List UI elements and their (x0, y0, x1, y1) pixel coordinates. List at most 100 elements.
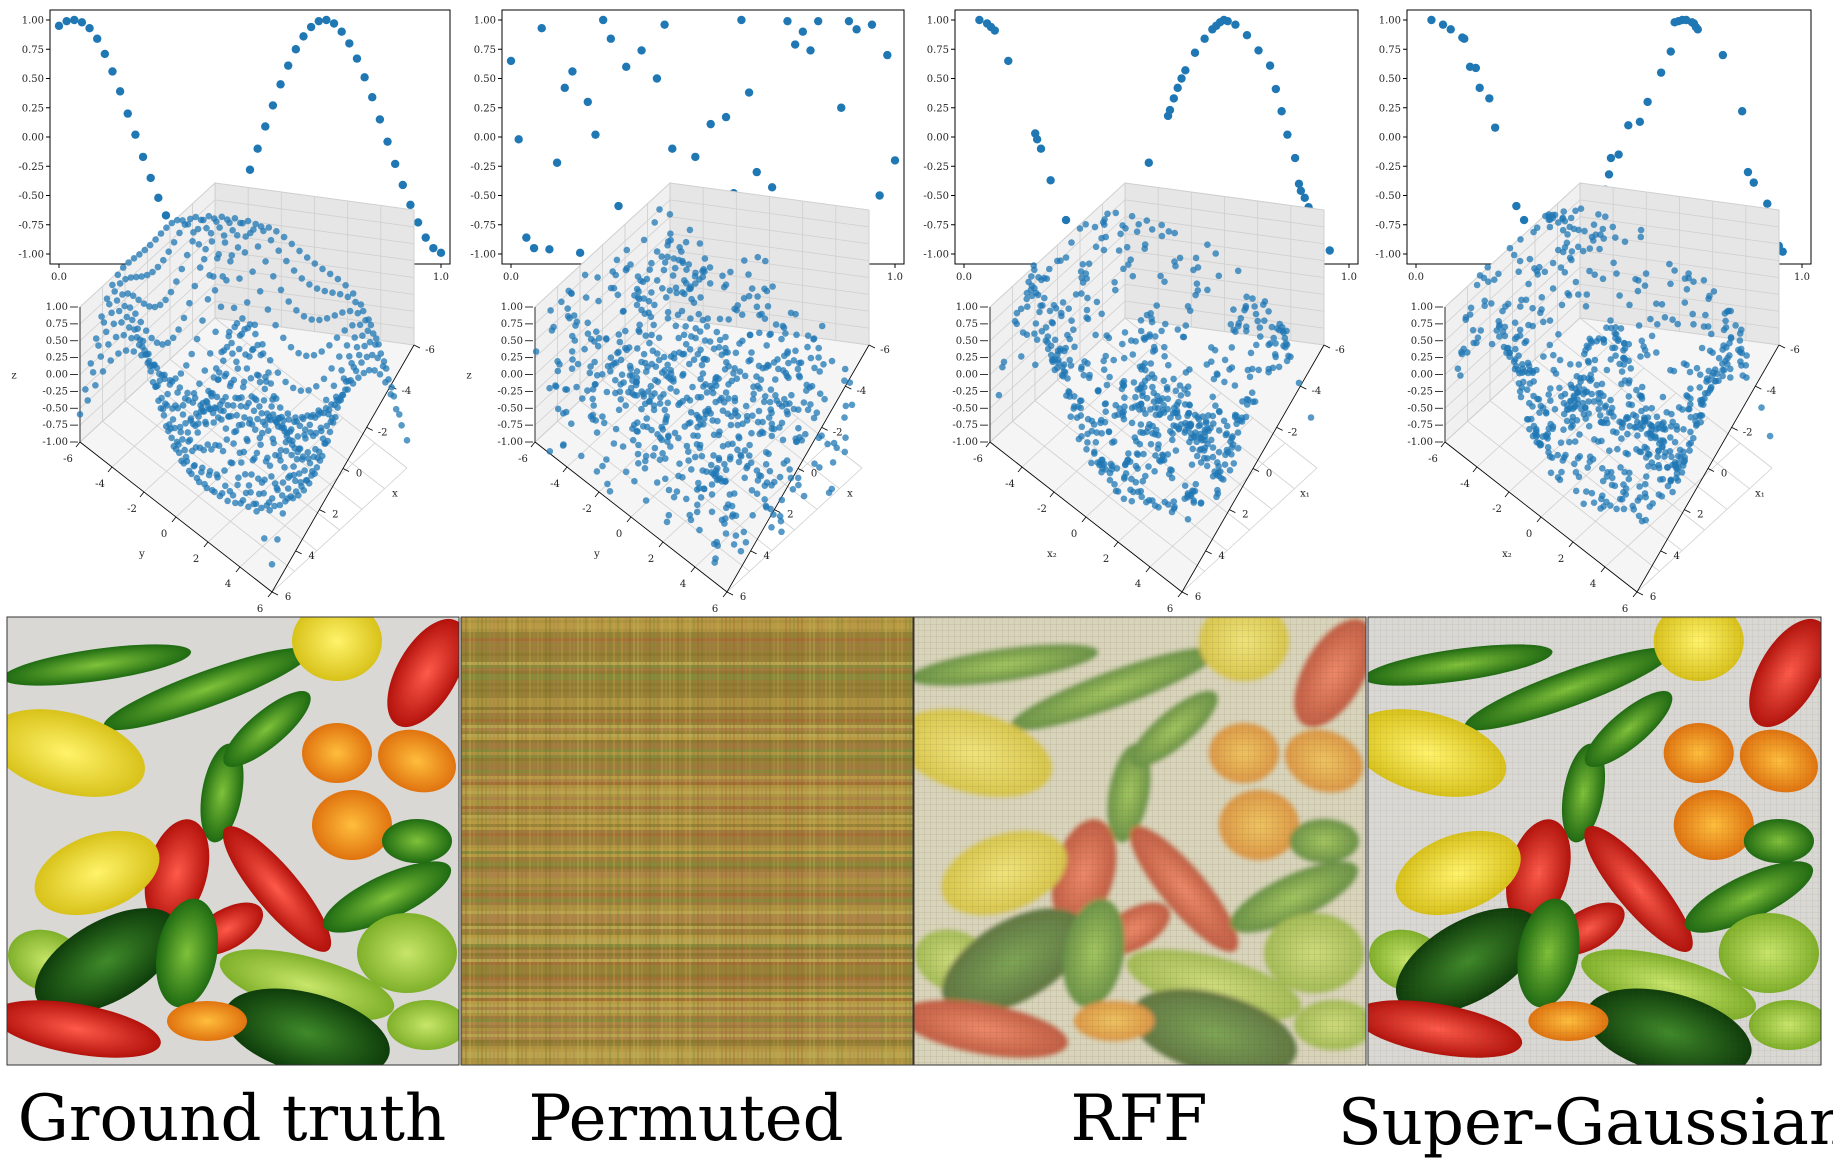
data-point (1673, 470, 1681, 478)
data-point (756, 311, 763, 319)
noise-column (805, 617, 807, 1065)
data-point (811, 364, 818, 372)
data-point (789, 486, 797, 493)
data-point (1255, 366, 1262, 374)
noise-row (461, 914, 913, 917)
data-point (675, 472, 682, 480)
data-point (612, 425, 620, 433)
data-point (700, 485, 708, 493)
data-point (326, 270, 334, 278)
data-point (1084, 415, 1092, 423)
noise-column (665, 617, 667, 1065)
data-point (1606, 447, 1613, 455)
data-point (754, 253, 762, 261)
data-point (703, 389, 711, 396)
data-point (681, 277, 688, 284)
data-point (228, 339, 235, 347)
noise-column (589, 617, 591, 1065)
data-point (1209, 412, 1217, 420)
data-point (593, 429, 601, 436)
data-point (194, 225, 202, 233)
data-point (98, 313, 105, 320)
y-tick (1049, 491, 1055, 498)
data-point (262, 373, 269, 381)
data-point (810, 414, 818, 422)
x-tick-label: -4 (1311, 386, 1321, 397)
data-point (143, 271, 151, 279)
noise-row (461, 782, 913, 785)
data-point (168, 219, 176, 227)
data-point (748, 429, 755, 437)
data-point (1160, 377, 1168, 385)
data-point (267, 236, 275, 244)
axis-frame (79, 307, 415, 593)
data-point (1059, 299, 1067, 306)
data-point (287, 343, 295, 351)
data-point (175, 326, 182, 333)
noise-row (461, 776, 913, 779)
noise-column (557, 617, 559, 1065)
data-point (1121, 329, 1129, 336)
data-point (1612, 352, 1619, 360)
data-point (662, 418, 669, 426)
data-point (180, 460, 188, 467)
data-point (1541, 268, 1549, 276)
x-tick-label: 1.0 (887, 272, 903, 283)
data-point (1070, 405, 1077, 412)
noise-column (633, 617, 635, 1065)
grid-line (669, 216, 870, 245)
data-point (529, 243, 539, 253)
data-point (1143, 311, 1151, 319)
data-point (366, 338, 374, 346)
data-point (241, 326, 248, 333)
data-point (237, 402, 245, 410)
noise-column (881, 617, 883, 1065)
data-point (360, 369, 368, 377)
data-point (1622, 449, 1630, 457)
z-tick-label: 0.75 (1411, 319, 1433, 330)
data-point (1656, 476, 1664, 483)
noise-row (461, 989, 913, 992)
data-point (719, 272, 726, 280)
pepper (200, 743, 244, 843)
data-point (1565, 406, 1572, 413)
data-point (1169, 94, 1179, 103)
data-point (696, 526, 703, 534)
data-point (318, 427, 325, 435)
data-point (716, 336, 724, 344)
data-point (138, 273, 145, 280)
data-point (1086, 371, 1093, 379)
data-point (1626, 301, 1633, 309)
y-tick-label: 0.75 (1379, 45, 1401, 56)
data-point (148, 334, 155, 342)
data-point (1221, 356, 1229, 364)
data-point (154, 263, 162, 271)
data-point (1719, 346, 1726, 353)
data-point (636, 321, 643, 329)
data-point (786, 466, 793, 473)
data-point (1603, 473, 1611, 480)
data-point (333, 334, 341, 342)
data-point (344, 293, 352, 301)
data-point (667, 230, 674, 237)
data-point (85, 23, 94, 33)
data-point (1061, 215, 1071, 225)
data-point (1575, 291, 1582, 298)
data-point (776, 512, 784, 520)
data-point (779, 322, 787, 330)
data-point (1115, 247, 1123, 254)
data-point (1628, 401, 1636, 409)
noise-row (461, 917, 913, 920)
data-point (1230, 326, 1237, 334)
noise-row (461, 845, 913, 848)
data-point (108, 309, 115, 317)
y-tick-label: 2 (193, 554, 199, 565)
data-point (613, 256, 621, 264)
grid-line (989, 317, 1126, 443)
noise-row (461, 1034, 913, 1037)
data-point (756, 385, 763, 392)
data-point (1533, 438, 1540, 446)
data-point (244, 217, 252, 225)
data-point (1091, 450, 1098, 457)
data-point (1224, 448, 1232, 456)
